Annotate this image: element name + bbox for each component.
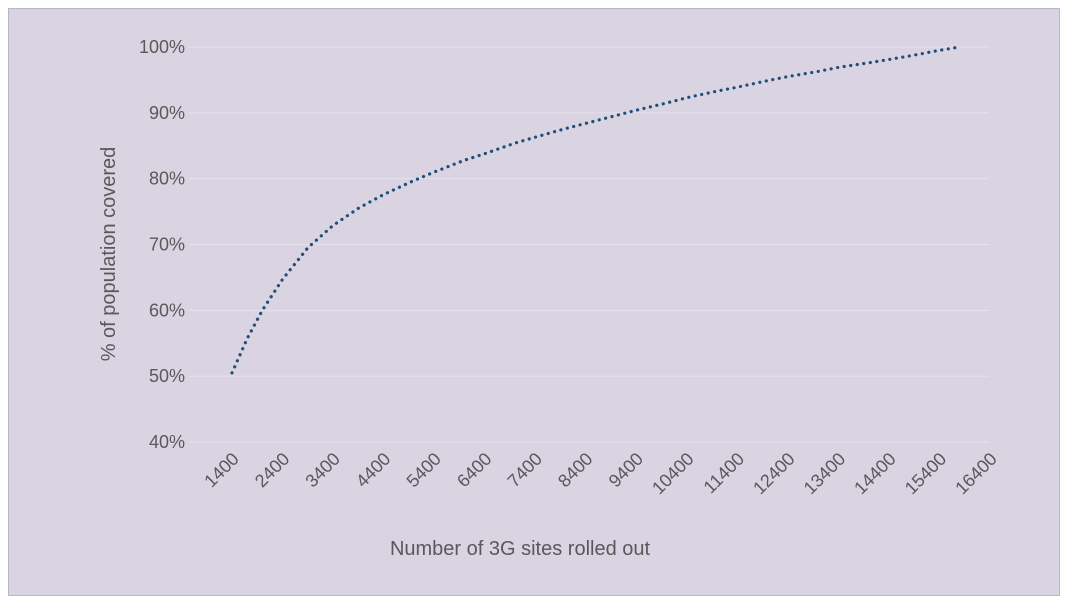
series-line <box>230 45 962 375</box>
y-axis-ticks: 40% 50% 60% 70% 80% 90% 100% <box>139 37 185 452</box>
y-tick-label: 60% <box>149 300 185 320</box>
y-tick-label: 70% <box>149 235 185 255</box>
y-tick-label: 40% <box>149 432 185 452</box>
line-chart: 40%50%60%70%80%90%100% 1400 2400 3400 4400 5… <box>9 9 1059 595</box>
chart-background <box>9 9 1059 595</box>
y-tick-label: 80% <box>149 169 185 189</box>
y-axis-title: % of population covered <box>98 147 120 362</box>
y-tick-label: 100% <box>139 37 185 57</box>
x-axis-title: Number of 3G sites rolled out <box>390 538 651 560</box>
y-tick-label: 50% <box>149 366 185 386</box>
y-tick-label: 90% <box>149 103 185 123</box>
chart-frame: 40% 50% 60% 70% 80% 90% 100% 1400 2400 3400 4400 5… <box>8 8 1060 596</box>
series-coverage <box>230 45 962 375</box>
gridlines <box>189 46 989 443</box>
